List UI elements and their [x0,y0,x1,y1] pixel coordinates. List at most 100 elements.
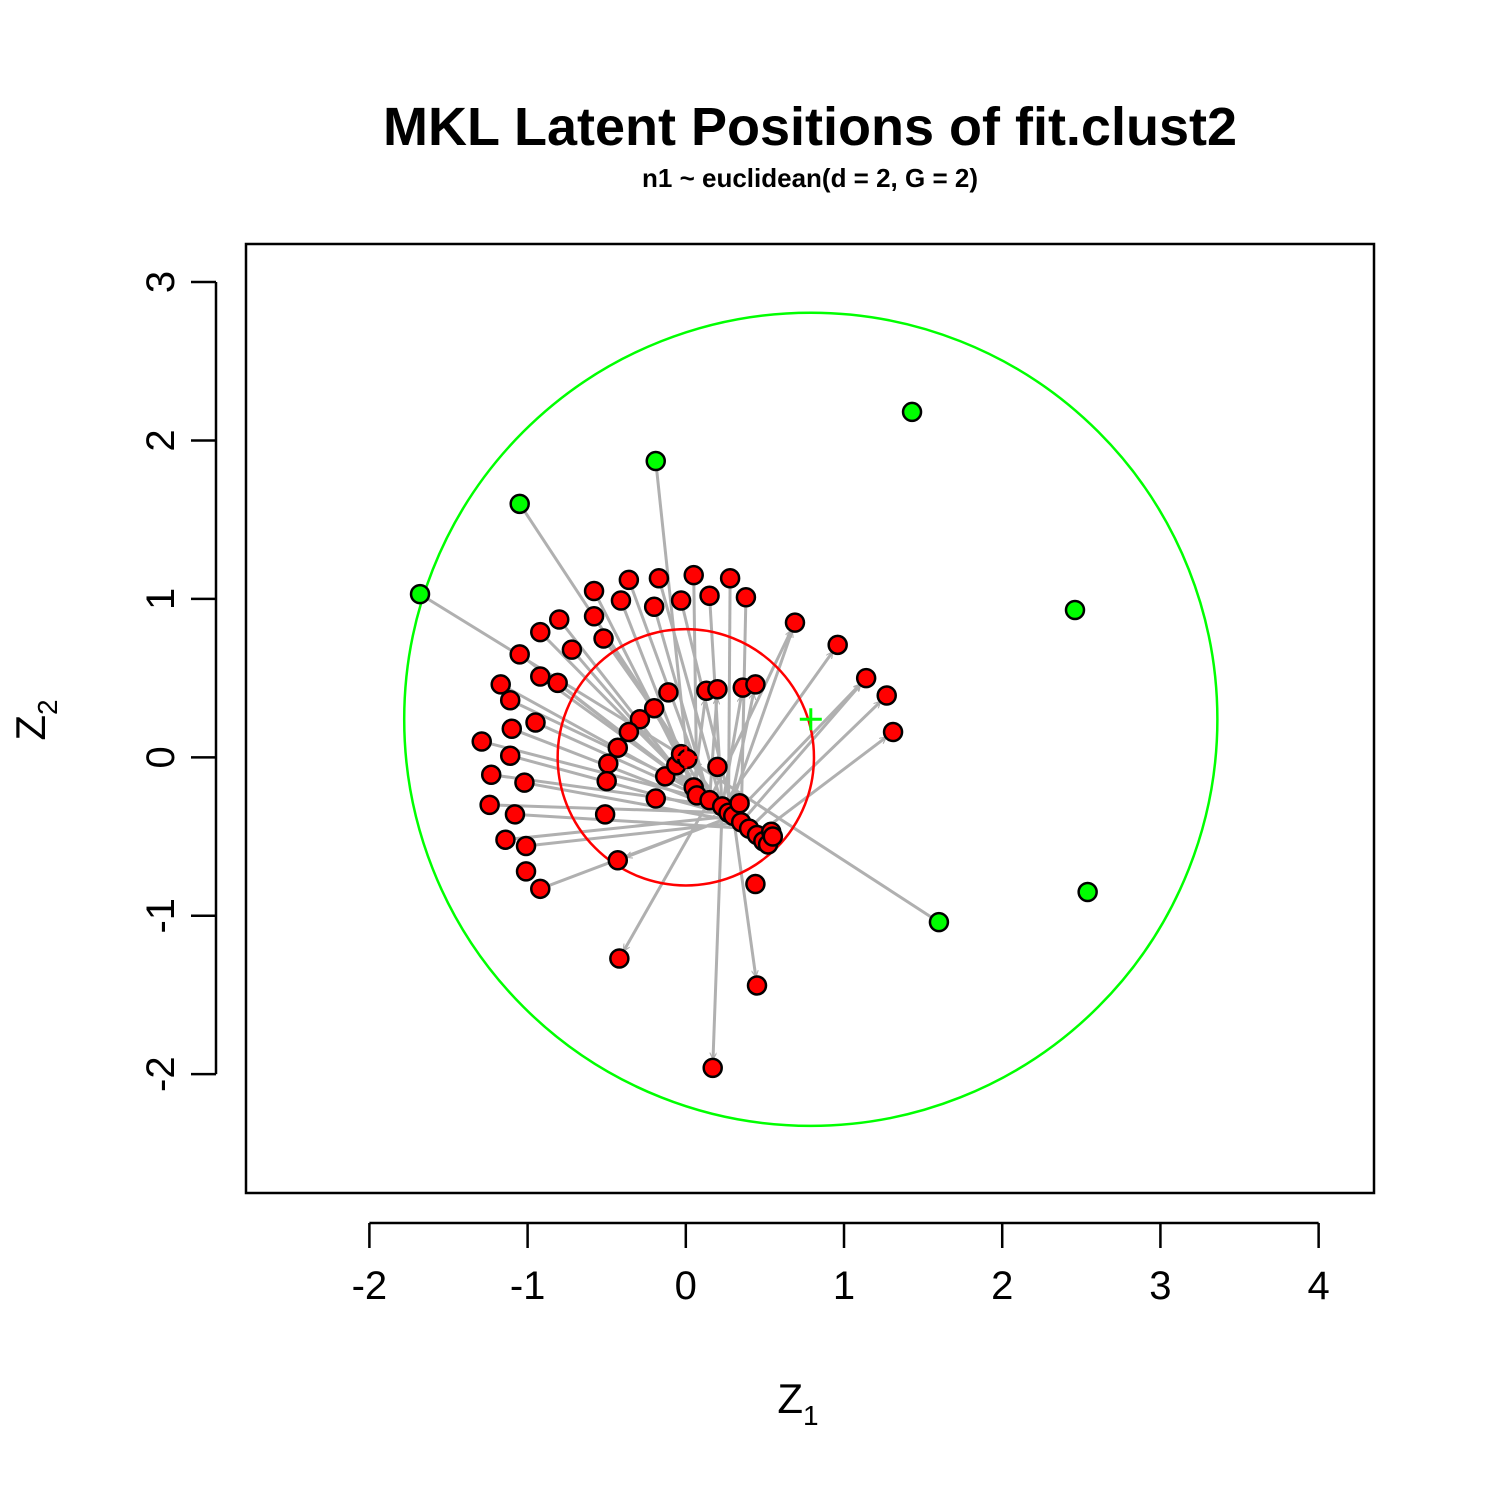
cluster-circles-layer [402,311,1219,1128]
cluster-1-point [645,788,667,809]
cluster-1-point [530,878,551,900]
y-tick-label: -1 [139,898,183,934]
cluster-2-point [409,583,431,605]
edge-arrow [524,781,732,821]
cluster-1-point [610,590,632,611]
x-tick-label: -2 [352,1264,388,1308]
cluster-1-point [583,606,605,627]
cluster-1-point [702,1057,723,1079]
x-axis-label-subscript: 1 [803,1400,819,1431]
y-axis: -2 -1 0 1 2 3 [139,271,218,1092]
cluster-1-point [745,873,766,895]
cluster-1-point [495,829,516,850]
y-tick-label: 2 [139,429,183,451]
cluster-1-point [618,569,640,591]
edge-arrow [731,815,755,977]
cluster-1-point [648,568,670,589]
x-axis-label-base: Z [777,1375,803,1422]
y-tick-label: 0 [139,746,183,768]
plot-frame [244,242,1376,1195]
y-tick-label: 3 [139,271,183,293]
x-axis-label: Z1 [777,1375,818,1431]
edge-arrow [602,637,719,799]
cluster-1-point [501,718,523,740]
chart-title: MKL Latent Positions of fit.clust2 [383,97,1237,157]
cluster-1-point [561,639,583,660]
edge-arrow [505,817,724,842]
cluster-1-point [876,685,897,706]
edge-arrow [713,806,724,1058]
cluster-1-point [658,682,679,703]
cluster-1-point [583,580,605,602]
cluster-1-point [729,793,750,814]
cluster-1-point [499,745,521,766]
cluster-1-point [745,674,766,695]
cluster-2-circle [402,311,1219,1128]
edge-arrow [727,631,792,814]
x-tick-label: 0 [675,1264,697,1308]
cluster-1-point [479,794,500,816]
y-axis-label-subscript: 2 [32,699,63,715]
cluster-1-point [643,697,665,719]
cluster-1-point [514,772,535,793]
cluster-1-point [598,753,619,774]
cluster-1-point [548,609,570,630]
cluster-1-point [504,804,526,825]
y-axis-label: Z2 [7,699,63,740]
cluster-1-point [530,621,551,643]
x-tick-label: 4 [1308,1264,1330,1308]
cluster-1-point [594,804,616,825]
cluster-1-point [490,674,511,695]
cluster-1-point [618,721,640,743]
edge-arrow [695,762,940,924]
cluster-1-point [677,748,698,770]
cluster-2-point [509,493,530,515]
edge-arrow [509,754,724,814]
edge-arrow [626,814,734,857]
cluster-2-point [645,450,667,472]
edge-arrow [727,693,754,814]
cluster-2-point [1077,881,1098,903]
cluster-1-point [607,850,629,871]
cluster-1-point [784,612,806,633]
edge-arrow [708,698,717,801]
cluster-1-point [882,721,904,743]
cluster-1-point [607,737,629,759]
cluster-1-point [827,634,848,656]
cluster-1-point [515,835,537,857]
cluster-1-point [699,585,720,606]
cluster-1-point [547,672,568,694]
cluster-1-point [596,770,617,792]
edge-arrow [740,685,860,824]
y-tick-label: 1 [139,588,183,610]
cluster-1-point [530,666,551,687]
cluster-1-point [855,667,877,689]
cluster-1-point [735,587,757,608]
cluster-1-point [509,644,530,665]
cluster-1-point [719,568,741,589]
y-axis-label-base: Z [7,715,54,741]
x-tick-label: 1 [833,1264,855,1308]
cluster-2-point [1064,599,1086,621]
cluster-1-point [707,756,728,778]
cluster-1-point [471,731,492,752]
cluster-1-point [515,861,537,882]
edge-arrow [525,823,732,848]
cluster-1-center-marker [674,746,697,769]
cluster-2-center-marker [799,708,822,731]
x-tick-label: 3 [1149,1264,1171,1308]
cluster-1-point [480,764,502,785]
cluster-1-point [762,826,784,847]
cluster-1-point [643,596,665,618]
x-axis: -2 -1 0 1 2 3 4 [352,1221,1330,1308]
cluster-1-point [746,975,768,996]
x-tick-label: -1 [510,1264,546,1308]
x-tick-label: 2 [991,1264,1013,1308]
cluster-1-circle [556,627,816,887]
edge-arrow [692,700,705,788]
cluster-1-point [683,564,704,586]
cluster-1-point [629,709,651,730]
edge-arrow [720,696,741,807]
cluster-1-point [525,712,546,733]
